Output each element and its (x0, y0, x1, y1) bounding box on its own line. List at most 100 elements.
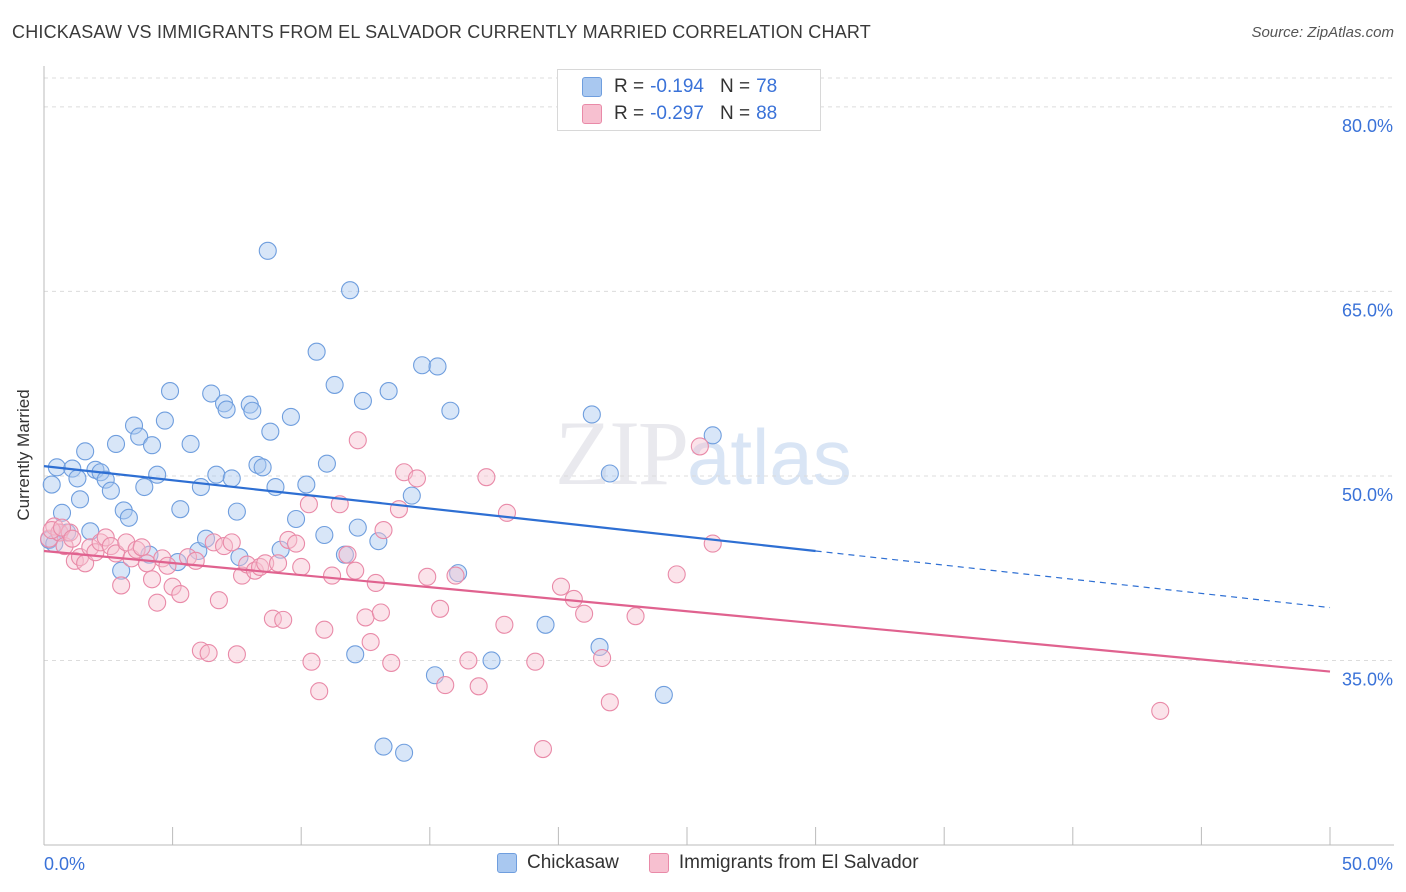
data-point (112, 576, 131, 595)
legend-swatch-el-salvador (648, 853, 669, 873)
data-point (374, 521, 393, 540)
data-point (142, 570, 162, 589)
data-point (703, 534, 722, 553)
n-label: N = (719, 103, 751, 124)
data-point (227, 645, 246, 664)
data-point (317, 454, 336, 473)
data-point (374, 737, 393, 756)
trend-lines (43, 465, 1331, 673)
r-value: -0.297 (650, 103, 704, 124)
data-point (132, 538, 151, 557)
data-point (222, 469, 241, 488)
data-point (112, 561, 131, 580)
data-point (428, 357, 447, 376)
legend-label-chickasaw: Chickasaw (527, 852, 619, 873)
data-point (63, 529, 82, 548)
data-point (338, 545, 357, 564)
data-point (315, 525, 334, 545)
legend-swatch-el-salvador (582, 104, 602, 124)
data-point (70, 490, 90, 509)
data-point (600, 693, 619, 712)
data-point (348, 431, 367, 450)
data-point (243, 401, 262, 420)
data-point (407, 469, 426, 488)
data-point (269, 554, 288, 573)
data-point (593, 648, 612, 668)
data-points (40, 241, 1170, 762)
data-point (76, 442, 95, 461)
x-tick-label: 50.0% (1342, 854, 1393, 874)
watermark: ZIPatlas (555, 400, 852, 506)
x-tick-label: 0.0% (44, 854, 85, 874)
data-point (171, 500, 190, 519)
data-point (96, 470, 115, 489)
data-point (459, 651, 478, 670)
data-point (395, 743, 414, 762)
data-point (163, 577, 182, 596)
data-point (323, 566, 342, 585)
legend-item-el-salvador[interactable]: Immigrants from El Salvador (648, 852, 919, 874)
data-point (222, 533, 241, 552)
legend-label-el-salvador: Immigrants from El Salvador (678, 852, 919, 873)
data-point (287, 509, 306, 529)
data-point (600, 464, 619, 483)
n-value: 88 (756, 103, 778, 124)
y-tick-label: 50.0% (1342, 485, 1393, 505)
data-point (299, 495, 318, 514)
data-point (564, 589, 583, 609)
data-point (315, 620, 334, 639)
chart-title: CHICKASAW VS IMMIGRANTS FROM EL SALVADOR… (12, 22, 871, 42)
data-point (204, 533, 223, 552)
data-point (536, 615, 555, 634)
data-point (160, 382, 180, 401)
n-value: 78 (756, 76, 778, 97)
legend-row-el-salvador: R = -0.297 N = 88 (582, 101, 777, 127)
data-point (551, 577, 571, 596)
data-point (202, 384, 221, 403)
legend-item-chickasaw[interactable]: Chickasaw (497, 852, 619, 874)
data-point (533, 739, 553, 759)
data-point (626, 607, 645, 626)
data-point (449, 564, 468, 583)
data-point (148, 465, 167, 484)
legend-swatch-chickasaw (497, 853, 517, 873)
data-point (346, 645, 365, 664)
source-label: Source: ZipAtlas.com (1251, 24, 1394, 41)
data-point (135, 477, 154, 497)
data-point (353, 391, 372, 410)
data-point (310, 682, 329, 701)
watermark-zip: ZIP (555, 402, 689, 504)
data-point (436, 676, 455, 695)
data-point (124, 416, 144, 435)
data-point (96, 528, 115, 547)
data-point (55, 537, 74, 556)
data-point (287, 534, 306, 553)
axes (43, 66, 1394, 846)
data-point (281, 407, 300, 426)
data-point (667, 565, 686, 584)
data-point (191, 477, 210, 497)
tick-labels: 35.0% 50.0% 65.0% 80.0% 0.0% 50.0% (44, 116, 1393, 874)
data-point (155, 411, 174, 430)
data-point (171, 584, 190, 604)
data-point (418, 567, 437, 586)
data-point (106, 434, 126, 454)
data-point (325, 375, 344, 394)
y-tick-label: 35.0% (1342, 669, 1393, 689)
legend-row-chickasaw: R = -0.194 N = 78 (582, 74, 777, 100)
data-point (441, 401, 460, 420)
data-point (248, 455, 267, 474)
legend-swatch-chickasaw (582, 77, 602, 97)
data-point (413, 356, 432, 375)
data-point (371, 603, 390, 622)
data-point (302, 652, 321, 671)
data-point (582, 405, 601, 424)
r-value: -0.194 (650, 76, 704, 97)
data-point (101, 481, 120, 500)
trend-line-el-salvador (43, 549, 1331, 673)
data-point (431, 599, 450, 618)
data-point (348, 518, 367, 537)
data-point (52, 503, 72, 522)
data-point (495, 615, 514, 634)
